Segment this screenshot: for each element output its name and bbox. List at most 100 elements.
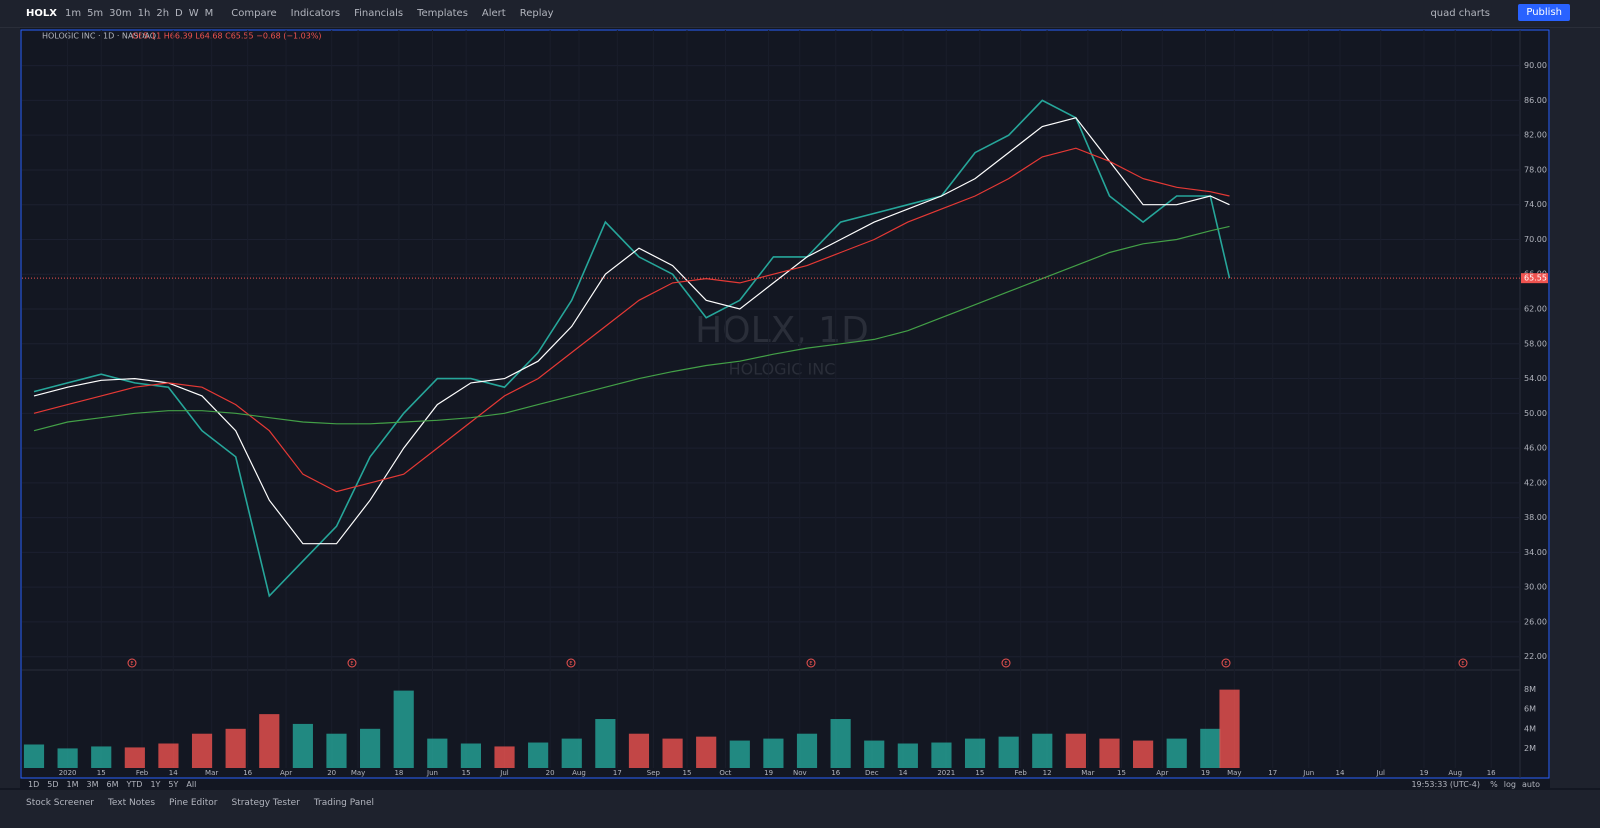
scale-option[interactable]: auto [1521, 780, 1540, 789]
intervals: 1m 5m 30m 1h 2h D W M [65, 8, 213, 19]
volume-bar [662, 738, 683, 768]
range[interactable]: 5Y [168, 780, 179, 789]
volume-bar [91, 746, 112, 768]
earnings-marker: E [127, 658, 137, 668]
x-tick-label: 15 [97, 769, 106, 777]
tab[interactable]: Stock Screener [26, 798, 94, 808]
range[interactable]: 1M [66, 780, 79, 789]
x-tick-label: 17 [1268, 769, 1277, 777]
range[interactable]: YTD [126, 780, 143, 789]
x-tick-label: Dec [865, 769, 879, 777]
volume-bar [191, 733, 213, 768]
x-tick-label: Jun [426, 769, 438, 777]
range[interactable]: 6M [106, 780, 119, 789]
interval[interactable]: M [204, 8, 214, 19]
y-tick-label: 86.00 [1524, 96, 1547, 105]
earnings-label: E [569, 661, 572, 667]
volume-bar [460, 743, 482, 768]
volume-bar [23, 744, 45, 768]
volume-bar [1099, 738, 1120, 768]
x-tick-label: 18 [394, 769, 403, 777]
earnings-label: E [350, 661, 353, 667]
volume-bar [360, 728, 381, 768]
interval[interactable]: 30m [109, 8, 132, 19]
scale-options: % log auto [1490, 780, 1540, 789]
toolbar-button[interactable]: Indicators [290, 8, 341, 19]
volume-bar [259, 714, 280, 768]
interval[interactable]: D [175, 8, 183, 19]
x-tick-label: 16 [1487, 769, 1496, 777]
volume-bar [124, 747, 145, 768]
x-tick-label: Mar [205, 769, 218, 777]
drawing-toolbar [0, 28, 20, 788]
y-tick-label: 22.00 [1524, 652, 1547, 661]
price-line [33, 147, 1230, 493]
x-tick-label: Feb [1014, 769, 1027, 777]
volume-bar [561, 738, 582, 768]
volume-bar [326, 733, 347, 768]
range[interactable]: 1Y [150, 780, 161, 789]
y-tick-label: 62.00 [1524, 305, 1547, 314]
x-tick-label: 14 [899, 769, 908, 777]
toolbar-button[interactable]: Financials [354, 8, 404, 19]
range[interactable]: 3M [86, 780, 99, 789]
earnings-circle [1458, 658, 1468, 668]
scale-option[interactable]: log [1503, 780, 1516, 789]
scale-option[interactable]: % [1490, 780, 1498, 789]
x-tick-label: 12 [1043, 769, 1052, 777]
tab[interactable]: Strategy Tester [231, 798, 300, 808]
range[interactable]: 5D [47, 780, 59, 789]
y-tick-label: 46.00 [1524, 444, 1547, 453]
x-tick-label: Jul [499, 769, 509, 777]
interval[interactable]: 2h [156, 8, 170, 19]
x-tick-label: Feb [136, 769, 149, 777]
toolbar-button[interactable]: Compare [231, 8, 277, 19]
toolbar-button[interactable]: Templates [417, 8, 468, 19]
volume-tick-label: 6M [1524, 705, 1536, 714]
volume-bar [796, 733, 818, 768]
x-tick-label: 2021 [937, 769, 955, 777]
volume-bar [696, 736, 717, 768]
volume-bar [897, 743, 918, 768]
x-tick-label: 15 [1117, 769, 1126, 777]
interval[interactable]: 1m [64, 8, 82, 19]
earnings-label: E [130, 661, 133, 667]
x-tick-label: Sep [647, 769, 661, 777]
y-tick-label: 26.00 [1524, 617, 1547, 626]
volume-bar [393, 690, 414, 768]
toolbar-button[interactable]: Alert [481, 8, 506, 19]
tab[interactable]: Trading Panel [313, 798, 375, 808]
x-tick-label: May [351, 769, 365, 777]
y-tick-label: 42.00 [1524, 478, 1547, 487]
x-tick-label: 20 [327, 769, 336, 777]
interval[interactable]: 1h [137, 8, 151, 19]
volume-bar [864, 740, 885, 768]
volume-bar [1219, 689, 1240, 768]
x-tick-label: 19 [764, 769, 773, 777]
ranges: 1D 5D 1M 3M 6M YTD 1Y 5Y All [28, 780, 196, 789]
layout[interactable]: quad charts [1430, 8, 1490, 19]
tab[interactable]: Text Notes [107, 798, 156, 808]
interval[interactable]: 5m [87, 8, 104, 19]
toolbar-button[interactable]: Replay [519, 8, 554, 19]
x-tick-label: 16 [831, 769, 840, 777]
interval[interactable]: W [188, 8, 199, 19]
symbol[interactable]: HOLX [26, 8, 57, 19]
earnings-label: E [1004, 661, 1007, 667]
x-tick-label: 19 [1201, 769, 1210, 777]
publish-button[interactable]: Publish [1518, 4, 1570, 21]
x-tick-label: May [1227, 769, 1241, 777]
y-tick-label: 82.00 [1524, 131, 1547, 140]
x-tick-label: Oct [719, 769, 731, 777]
earnings-circle [1221, 658, 1231, 668]
range[interactable]: All [186, 780, 197, 789]
volume-bar [1166, 738, 1187, 768]
x-tick-label: 14 [169, 769, 178, 777]
y-tick-label: 38.00 [1524, 513, 1547, 522]
tab[interactable]: Pine Editor [169, 798, 218, 808]
range[interactable]: 1D [28, 780, 40, 789]
earnings-marker: E [347, 658, 357, 668]
y-tick-label: 70.00 [1524, 235, 1547, 244]
price-line [33, 99, 1231, 598]
